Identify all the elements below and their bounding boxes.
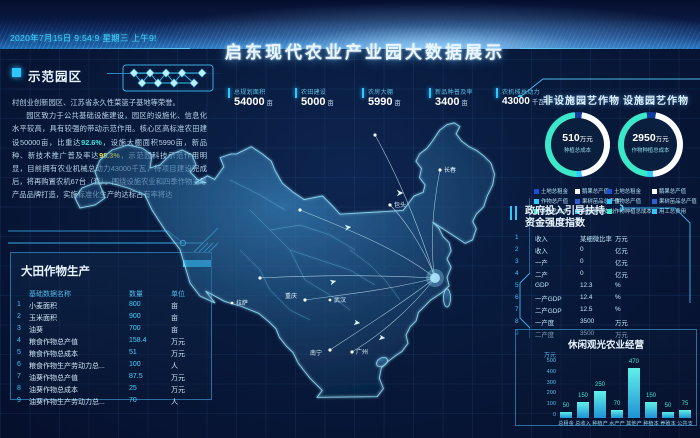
svg-text:广州: 广州 [356, 348, 368, 356]
svg-text:包头: 包头 [394, 201, 406, 209]
svg-text:南宁: 南宁 [310, 349, 322, 357]
svg-text:武汉: 武汉 [334, 296, 346, 304]
svg-text:拉萨: 拉萨 [236, 299, 248, 307]
svg-text:重庆: 重庆 [285, 292, 297, 300]
svg-text:长春: 长春 [444, 166, 456, 174]
